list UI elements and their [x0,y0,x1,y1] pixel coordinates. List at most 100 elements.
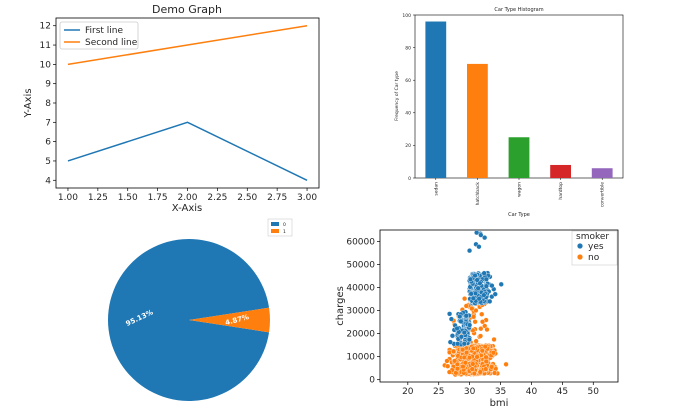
bar-sedan [425,21,447,178]
bar-wagon [508,137,530,178]
line-y-tick-label: 5 [45,157,51,167]
bar-y-tick-label: 60 [405,78,411,84]
scatter-point-yes [468,291,474,297]
scatter-x-tick-label: 50 [588,387,600,397]
scatter-point-yes [498,281,504,287]
scatter-point-yes [467,276,474,282]
scatter-point-no [503,361,509,367]
line-x-tick-label: 1.25 [88,193,108,203]
scatter-point-no [452,358,458,364]
pie-slice-1 [189,307,270,333]
scatter-point-no [454,366,461,372]
bar-y-tick-label: 100 [402,13,411,19]
bar-chart-xlabel: Car Type [508,212,530,218]
bar-chart-ylabel: Frequency of Car type [394,71,400,121]
scatter-point-yes [461,329,467,336]
scatter-legend-marker-no [577,253,584,260]
scatter-point-yes [458,334,464,340]
bar-y-tick-label: 20 [405,143,411,149]
line-x-tick-label: 1.75 [148,193,168,203]
scatter-point-no [462,296,468,302]
line-y-tick-label: 4 [45,176,51,186]
line-chart-ylabel: Y-Axis [23,88,34,118]
pie-chart: 95.13% 4.87% 0 1 [107,218,293,401]
scatter-frame [379,229,619,383]
scatter-point-yes [472,290,479,296]
scatter-point-no [470,314,477,320]
pie-legend-swatch-0 [271,222,279,226]
scatter-y-tick-label: 40000 [346,284,375,294]
scatter-x-tick-label: 40 [526,387,538,397]
scatter-y-tick-label: 60000 [346,238,375,248]
scatter-x-tick-label: 20 [402,387,414,397]
line-y-tick-label: 10 [40,60,52,70]
scatter-point-yes [472,272,478,279]
bar-y-tick-label: 80 [405,45,411,51]
scatter-point-yes [492,291,498,297]
line-chart-legend: First line Second line [59,21,139,50]
line-x-tick-label: 2.00 [177,193,197,203]
bar-chart: Car Type Histogram Car Type Frequency of… [394,7,624,218]
pie-legend-label-1: 1 [283,229,286,235]
scatter-point-yes [474,277,480,283]
scatter-point-no [488,364,495,370]
scatter-point-yes [482,235,488,241]
scatter-point-no [477,333,484,339]
scatter-point-yes [448,316,455,322]
scatter-point-no [474,354,480,360]
scatter-legend-label-no: no [588,253,600,263]
scatter-point-no [478,326,484,332]
scatter-point-no [490,350,497,356]
scatter-x-tick-label: 35 [495,387,506,397]
pie-legend: 0 1 [267,218,293,237]
scatter-point-yes [476,296,482,302]
scatter-point-no [473,338,479,344]
scatter-legend-label-yes: yes [588,242,604,252]
scatter-point-yes [476,244,482,250]
scatter-point-yes [449,333,456,339]
line-y-tick-label: 12 [40,22,51,32]
line-y-tick-label: 8 [45,99,51,109]
bar-x-tick-label: hardtop [558,182,564,200]
bar-hardtop [550,164,571,178]
bar-x-tick-label: hatchback [475,182,481,206]
scatter-point-no [462,360,469,366]
scatter-ylabel: charges [335,286,346,326]
scatter-point-yes [483,276,489,282]
bar-y-tick-label: 40 [405,111,411,117]
pie-legend-swatch-1 [271,229,279,233]
legend-label-first-line: First line [85,26,124,36]
scatter-point-no [491,336,497,343]
line-chart: Demo Graph X-Axis Y-Axis 1.00 1.25 1.50 1.7… [23,3,320,214]
scatter-point-no [472,319,478,325]
line-x-tick-label: 2.75 [267,193,287,203]
scatter-x-tick-label: 45 [557,387,568,397]
pie-legend-label-0: 0 [283,222,286,228]
line-x-tick-label: 1.50 [118,193,138,203]
line-series-1 [67,121,308,181]
scatter-point-no [450,348,457,354]
scatter-point-no [469,305,475,312]
scatter-legend-marker-yes [577,242,584,249]
pie-legend-box [267,218,293,237]
line-x-tick-label: 1.00 [58,193,78,203]
bar-y-tick-label: 0 [408,176,411,182]
scatter-y-tick-label: 30000 [346,307,375,317]
line-x-tick-label: 2.50 [237,193,257,203]
scatter-point-no [483,358,489,365]
line-x-tick-label: 2.25 [207,193,227,203]
scatter-point-yes [475,285,481,291]
scatter-point-yes [478,232,484,238]
scatter-point-no [466,355,473,361]
scatter-point-no [469,366,475,372]
scatter-y-tick-label: 10000 [346,353,375,363]
scatter-point-yes [467,322,473,328]
scatter-point-no [479,311,485,317]
scatter-point-no [470,361,476,367]
scatter-point-yes [455,341,461,347]
scatter-point-yes [474,230,480,236]
scatter-point-yes [487,298,493,305]
scatter-point-no [482,344,488,350]
scatter-point-yes [461,341,467,347]
